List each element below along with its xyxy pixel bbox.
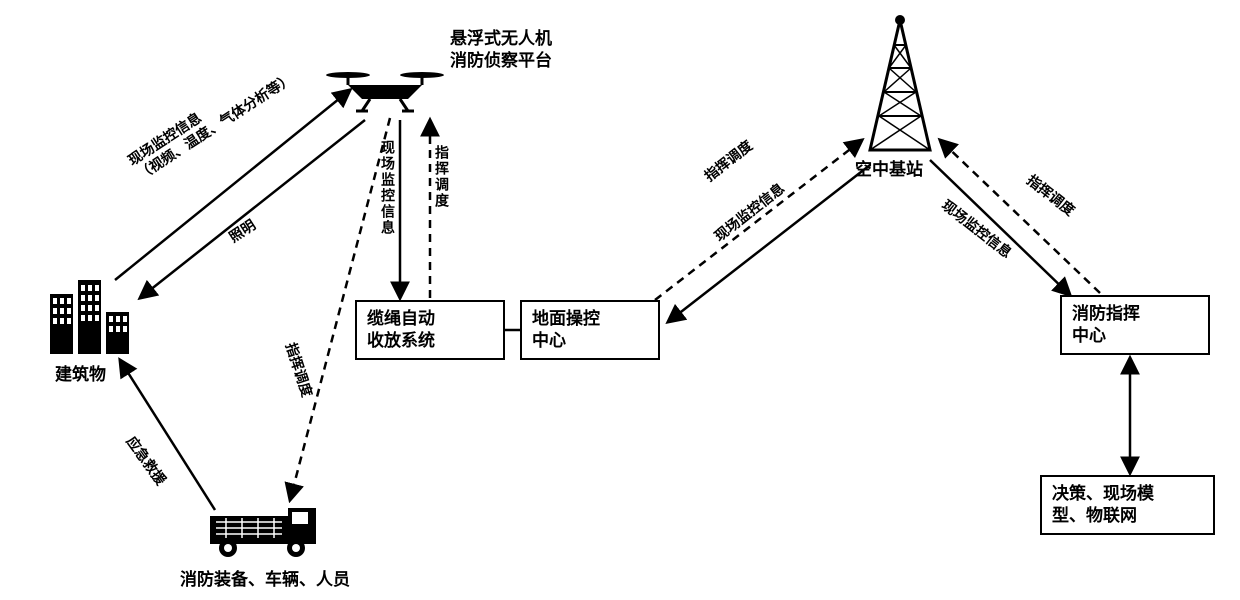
decision-label: 决策、现场模型、物联网 <box>1052 484 1154 525</box>
tower-label: 空中基站 <box>855 155 923 180</box>
ground-control-box: 地面操控中心 <box>520 300 660 360</box>
cable-system-box: 缆绳自动收放系统 <box>355 300 505 360</box>
command-center-label: 消防指挥中心 <box>1072 304 1140 345</box>
edge-label-e9: 现场监控信息 <box>710 178 789 245</box>
edge-label-e6: 指挥调度 <box>432 145 452 209</box>
edge-label-e3: 指挥调度 <box>281 340 317 399</box>
edge-label-e5: 现场监控信息 <box>378 140 398 236</box>
tower-icon <box>870 15 930 150</box>
edge-ground-tower <box>655 140 862 300</box>
decision-box: 决策、现场模型、物联网 <box>1040 475 1215 535</box>
firetruck-icon <box>210 508 316 557</box>
edge-label-e8: 指挥调度 <box>700 136 756 186</box>
edge-label-e1: 现场监控信息（视频、温度、气体分析等） <box>125 56 296 183</box>
drone-icon <box>326 72 444 111</box>
edge-label-e11: 指挥调度 <box>1023 170 1079 220</box>
firetruck-label: 消防装备、车辆、人员 <box>180 565 350 590</box>
command-center-box: 消防指挥中心 <box>1060 295 1210 355</box>
edge-label-e4: 应急救援 <box>122 432 171 489</box>
edge-label-e10: 现场监控信息 <box>938 195 1017 262</box>
edge-label-e2: 照明 <box>225 215 259 247</box>
ground-control-label: 地面操控中心 <box>532 309 600 350</box>
building-label: 建筑物 <box>55 360 106 385</box>
building-icon <box>50 280 129 354</box>
drone-title: 悬浮式无人机消防侦察平台 <box>450 28 552 72</box>
cable-system-label: 缆绳自动收放系统 <box>367 309 435 350</box>
